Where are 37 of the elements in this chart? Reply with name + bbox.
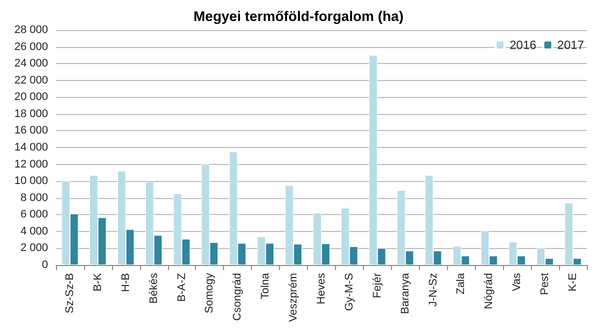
x-tick-label: H-B: [120, 273, 132, 292]
y-tick-label: 18 000: [14, 108, 48, 120]
x-tick-label: B-K: [92, 272, 104, 292]
x-tick-label: Baranya: [399, 272, 412, 314]
y-tick-label: 24 000: [14, 58, 48, 70]
x-tick-label: Gy-M-S: [343, 273, 356, 311]
legend-label: 2016: [510, 38, 537, 52]
y-tick-label: 28 000: [14, 24, 48, 36]
y-tick-label: 8 000: [20, 192, 48, 204]
x-tick-label: Somogy: [204, 272, 216, 314]
y-tick-label: 26 000: [14, 40, 48, 53]
y-tick-label: 0: [42, 259, 48, 271]
legend-label: 2017: [557, 38, 584, 52]
x-tick-label: Békés: [148, 272, 160, 304]
x-tick-label: Veszprém: [288, 273, 300, 322]
x-tick-label: Csongrád: [232, 273, 244, 321]
x-tick-label: Pest: [539, 273, 552, 296]
y-tick-label: 10 000: [14, 175, 48, 188]
x-tick-label: Fejér: [371, 272, 384, 298]
y-tick-label: 16 000: [14, 124, 48, 137]
y-tick-label: 6 000: [20, 208, 48, 221]
y-tick-label: 22 000: [14, 74, 48, 86]
x-tick-label: Heves: [316, 272, 328, 304]
chart-title: Megyei termőföld-forgalom (ha): [193, 8, 404, 24]
x-tick-label: Nógrád: [483, 273, 496, 310]
x-tick-label: Vas: [511, 272, 524, 292]
x-tick-label: B-A-Z: [176, 272, 188, 302]
x-tick-label: K-E: [567, 273, 580, 292]
y-tick-label: 14 000: [14, 142, 48, 154]
x-tick-label: J-N-Sz: [427, 273, 440, 307]
x-tick-label: Sz-Sz-B: [64, 273, 76, 314]
x-tick-label: Zala: [455, 272, 468, 294]
y-tick-label: 12 000: [14, 158, 48, 170]
y-tick-label: 20 000: [14, 91, 48, 104]
x-tick-label: Tolna: [260, 272, 272, 300]
y-tick-label: 2 000: [20, 242, 48, 254]
y-tick-label: 4 000: [20, 225, 48, 238]
